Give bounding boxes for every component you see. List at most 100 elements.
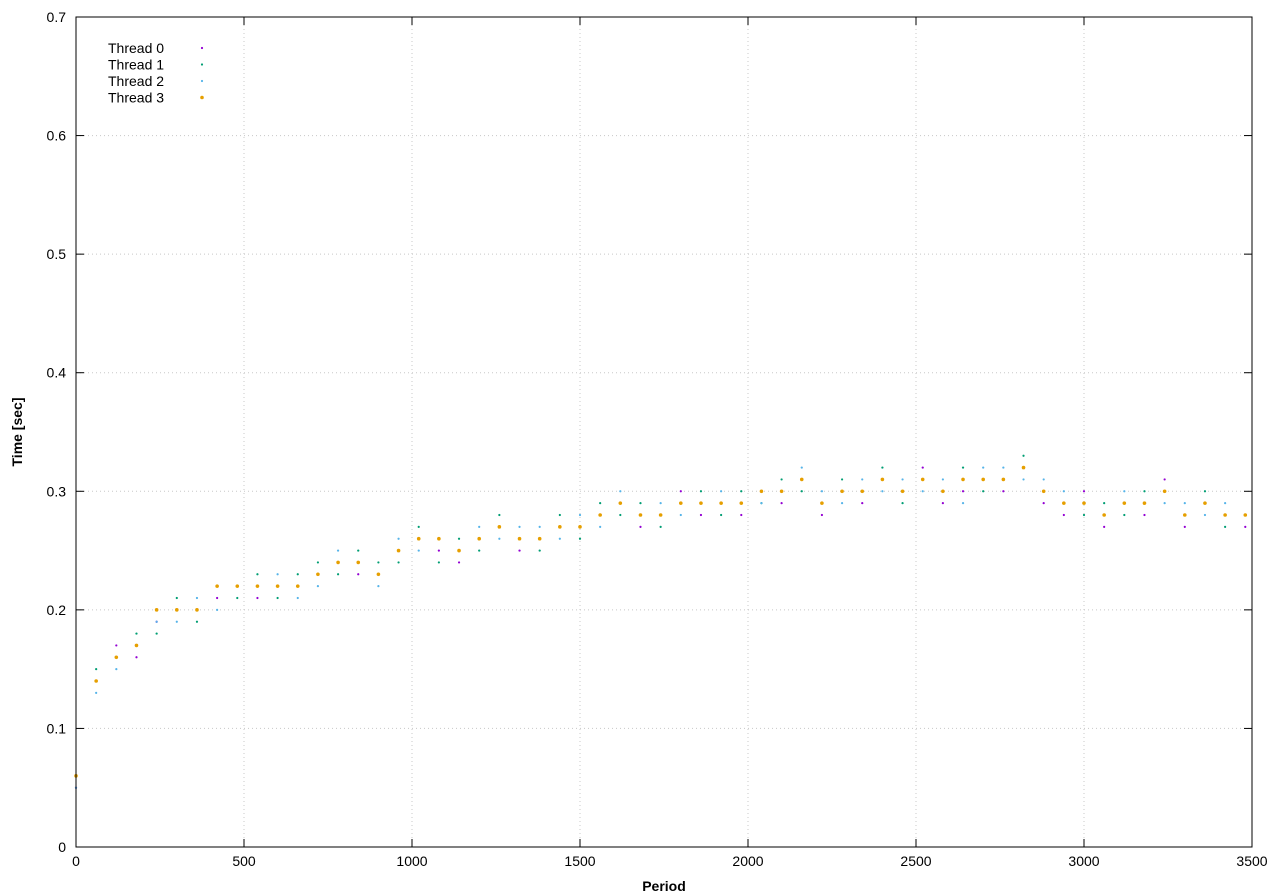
x-tick-label: 0	[72, 853, 80, 869]
point-thread-2	[1042, 478, 1045, 481]
point-thread-3	[699, 501, 703, 505]
point-thread-0	[1002, 490, 1005, 493]
point-thread-2	[720, 490, 723, 493]
point-thread-3	[295, 584, 300, 588]
point-thread-2	[921, 490, 924, 493]
point-thread-1	[578, 537, 582, 540]
point-thread-3	[275, 584, 280, 588]
point-thread-1	[1082, 513, 1086, 517]
point-thread-1	[236, 596, 239, 600]
point-thread-2	[1123, 490, 1126, 493]
point-thread-0	[357, 573, 360, 576]
point-thread-0	[1042, 502, 1045, 505]
legend-label-thread-2: Thread 2	[108, 73, 164, 89]
point-thread-0	[961, 490, 965, 493]
y-tick-label: 0.1	[47, 720, 67, 736]
point-thread-3	[154, 608, 159, 612]
point-thread-3	[1082, 501, 1086, 505]
point-thread-2	[195, 596, 199, 600]
point-thread-1	[720, 513, 723, 517]
point-thread-3	[578, 525, 582, 529]
point-thread-2	[1002, 466, 1005, 469]
point-thread-2	[1183, 502, 1186, 505]
point-thread-2	[115, 668, 118, 671]
point-thread-3	[1223, 513, 1227, 517]
point-thread-1	[377, 561, 380, 564]
point-thread-2	[498, 537, 501, 540]
x-axis-label: Period	[642, 878, 686, 894]
point-thread-0	[1143, 513, 1146, 517]
point-thread-2	[216, 608, 219, 611]
point-thread-3	[1203, 501, 1207, 505]
point-thread-2	[336, 549, 340, 552]
point-thread-1	[1224, 525, 1227, 528]
point-thread-2	[679, 513, 682, 517]
point-thread-3	[900, 489, 905, 494]
point-thread-0	[256, 596, 259, 600]
point-thread-3	[1041, 489, 1046, 494]
point-thread-1	[840, 478, 844, 481]
point-thread-0	[679, 490, 682, 493]
point-thread-2	[1062, 490, 1065, 493]
point-thread-2	[417, 549, 420, 552]
legend-label-thread-3: Thread 3	[108, 90, 164, 106]
point-thread-1	[175, 596, 178, 600]
legend-marker-thread-2	[200, 79, 204, 83]
point-thread-3	[658, 513, 663, 517]
point-thread-3	[1001, 477, 1006, 482]
data-points	[74, 454, 1248, 789]
point-thread-3	[739, 501, 744, 505]
point-thread-0	[820, 513, 824, 517]
point-thread-3	[376, 572, 381, 577]
point-thread-3	[920, 477, 925, 482]
point-thread-1	[1203, 490, 1207, 493]
point-thread-1	[498, 513, 501, 517]
legend-markers	[200, 46, 204, 100]
point-thread-2	[800, 466, 803, 469]
point-thread-0	[135, 656, 138, 659]
point-thread-3	[356, 560, 361, 565]
point-thread-3	[820, 501, 824, 505]
point-thread-0	[1244, 525, 1247, 528]
y-tick-label: 0.7	[47, 9, 67, 25]
point-thread-3	[860, 489, 865, 494]
point-thread-3	[215, 584, 219, 588]
x-tick-label: 1500	[564, 853, 595, 869]
point-thread-1	[982, 490, 985, 493]
point-thread-2	[840, 502, 844, 505]
point-thread-1	[659, 525, 662, 528]
point-thread-3	[981, 477, 985, 482]
point-thread-1	[478, 549, 481, 552]
point-thread-2	[1203, 513, 1207, 517]
legend-label-thread-0: Thread 0	[108, 40, 164, 56]
point-thread-1	[357, 549, 360, 552]
point-thread-1	[276, 596, 279, 600]
grid-lines	[76, 17, 1252, 847]
point-thread-3	[598, 513, 602, 517]
point-thread-2	[1022, 478, 1025, 481]
point-thread-0	[437, 549, 440, 552]
x-tick-label: 2000	[732, 853, 763, 869]
point-thread-0	[1103, 525, 1106, 528]
y-tick-label: 0.6	[47, 128, 67, 144]
point-thread-3	[1062, 501, 1066, 505]
point-thread-2	[659, 502, 662, 505]
y-tick-label: 0.4	[47, 365, 67, 381]
point-thread-0	[115, 644, 118, 647]
point-thread-0	[780, 502, 783, 505]
point-thread-0	[941, 502, 944, 505]
point-thread-3	[517, 536, 522, 541]
point-thread-0	[1183, 525, 1186, 528]
point-thread-0	[921, 466, 924, 469]
point-thread-2	[901, 478, 904, 481]
point-thread-2	[538, 525, 541, 528]
point-thread-1	[417, 525, 420, 528]
point-thread-1	[1143, 490, 1146, 493]
point-thread-2	[155, 620, 158, 623]
point-thread-2	[377, 585, 380, 588]
point-thread-2	[961, 502, 965, 505]
point-thread-1	[901, 502, 904, 505]
point-thread-2	[558, 537, 561, 540]
legend-marker-thread-3	[200, 95, 204, 100]
point-thread-3	[941, 489, 945, 494]
